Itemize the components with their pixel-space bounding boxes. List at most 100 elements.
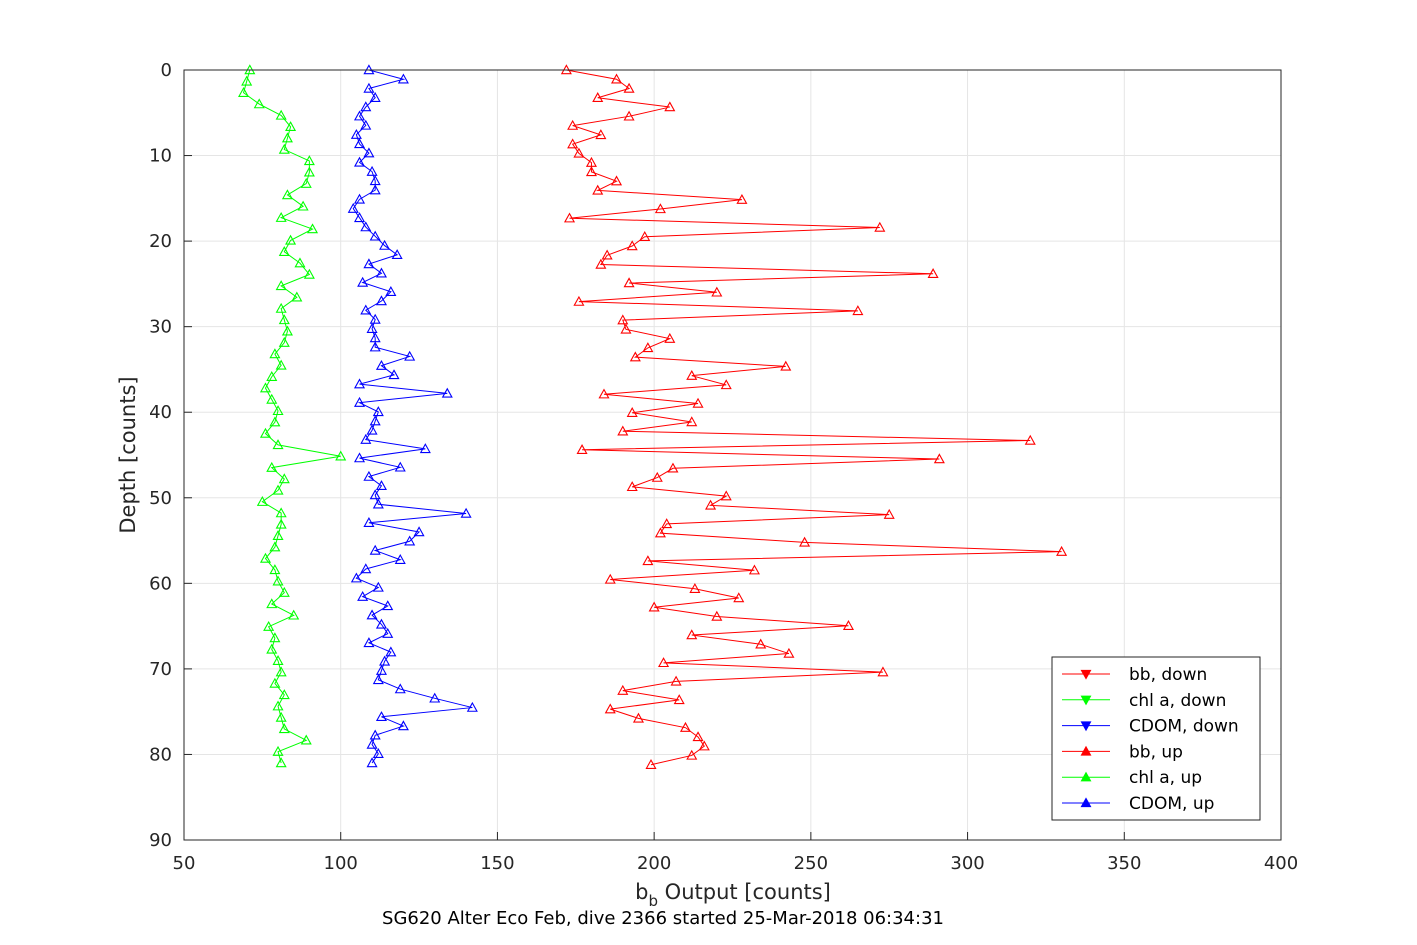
data-point xyxy=(369,415,381,426)
data-point xyxy=(711,286,723,297)
data-point xyxy=(366,322,378,333)
x-tick-label: 300 xyxy=(950,853,984,874)
data-point xyxy=(266,371,278,381)
data-point xyxy=(272,700,284,711)
data-point xyxy=(360,221,372,232)
y-tick-label: 10 xyxy=(149,146,172,167)
data-point xyxy=(360,304,372,315)
data-point xyxy=(300,734,312,745)
data-point xyxy=(654,203,666,214)
data-point xyxy=(297,200,309,211)
data-point xyxy=(720,490,732,501)
data-point xyxy=(241,75,253,86)
data-point xyxy=(375,295,387,306)
data-point xyxy=(692,397,704,408)
data-point xyxy=(278,689,290,700)
data-point xyxy=(598,388,610,399)
data-point xyxy=(883,508,895,519)
legend-box xyxy=(1051,656,1261,821)
x-axis-label-rest: Output [counts] xyxy=(658,880,831,904)
data-point xyxy=(272,439,284,450)
data-point xyxy=(689,582,701,593)
data-point xyxy=(303,155,315,166)
data-point xyxy=(256,495,268,506)
legend-marker xyxy=(1080,771,1092,782)
y-tick-label: 50 xyxy=(149,488,172,509)
data-point xyxy=(275,518,287,529)
data-point xyxy=(363,637,375,648)
data-point xyxy=(353,156,366,167)
data-point xyxy=(385,286,397,296)
data-point xyxy=(391,249,403,260)
data-point xyxy=(375,267,387,278)
data-point xyxy=(357,590,369,601)
legend-entry: CDOM, up xyxy=(1129,794,1214,814)
data-point xyxy=(278,314,290,325)
data-point xyxy=(259,427,272,438)
data-point xyxy=(360,119,372,130)
data-point xyxy=(705,499,717,510)
data-point xyxy=(353,396,366,407)
legend-marker xyxy=(1080,695,1092,706)
data-point xyxy=(686,369,698,380)
data-point xyxy=(263,620,275,631)
data-point xyxy=(272,530,284,541)
data-point xyxy=(604,573,616,584)
data-point xyxy=(404,350,416,361)
data-point xyxy=(375,711,387,722)
data-point xyxy=(281,132,293,143)
data-point xyxy=(419,443,431,454)
data-point xyxy=(388,369,400,380)
data-point xyxy=(269,632,281,643)
data-point xyxy=(350,572,362,583)
data-point xyxy=(306,223,319,234)
data-point xyxy=(573,147,585,158)
data-point xyxy=(692,731,704,742)
data-point xyxy=(397,73,409,84)
y-tick-label: 90 xyxy=(149,830,172,851)
y-axis-label: Depth [counts] xyxy=(116,376,140,533)
data-point xyxy=(285,121,297,132)
data-point xyxy=(266,393,278,404)
data-point xyxy=(567,119,579,130)
data-point xyxy=(278,336,290,347)
data-point xyxy=(360,563,372,574)
data-point xyxy=(369,729,381,740)
data-point xyxy=(363,517,375,527)
data-point xyxy=(648,601,660,612)
data-point xyxy=(573,295,585,306)
data-point xyxy=(278,473,290,484)
data-point xyxy=(617,314,629,325)
data-point xyxy=(363,147,375,158)
data-point xyxy=(576,444,588,455)
data-point xyxy=(269,416,281,427)
data-point xyxy=(259,382,272,393)
data-point xyxy=(357,276,369,287)
data-point xyxy=(281,189,293,200)
data-point xyxy=(626,406,638,417)
data-point xyxy=(595,258,607,269)
data-point xyxy=(259,552,272,563)
data-point xyxy=(275,109,287,120)
data-point xyxy=(874,221,886,232)
data-point xyxy=(610,175,623,186)
x-tick-label: 400 xyxy=(1264,853,1298,874)
data-point xyxy=(441,387,453,398)
data-point xyxy=(686,416,698,427)
data-point xyxy=(585,166,597,177)
data-point xyxy=(623,82,635,93)
x-tick-label: 200 xyxy=(637,853,671,874)
series-cdom-up xyxy=(347,64,478,768)
data-point xyxy=(466,701,478,712)
y-tick-label: 70 xyxy=(149,659,172,680)
data-point xyxy=(623,110,635,121)
data-point xyxy=(275,302,287,313)
data-point xyxy=(639,230,651,241)
data-point xyxy=(620,323,632,334)
data-point xyxy=(278,586,290,597)
data-point xyxy=(375,664,387,675)
x-axis-label: bb Output [counts] xyxy=(635,880,831,910)
data-point xyxy=(429,692,441,703)
data-point xyxy=(632,712,645,723)
data-point xyxy=(288,609,300,620)
